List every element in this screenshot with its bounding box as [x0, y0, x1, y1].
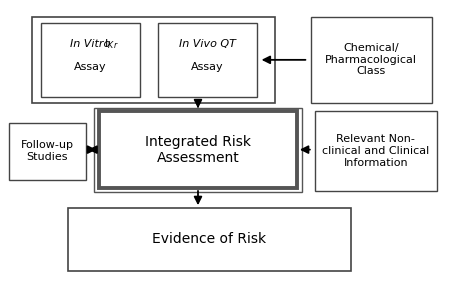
- Bar: [68, 208, 351, 271]
- Text: Follow-up
Studies: Follow-up Studies: [21, 140, 74, 162]
- Text: Chemical/
Pharmacological
Class: Chemical/ Pharmacological Class: [325, 43, 417, 76]
- Bar: [32, 17, 275, 103]
- Text: Evidence of Risk: Evidence of Risk: [152, 232, 266, 247]
- Text: Assay: Assay: [191, 62, 223, 72]
- Bar: [158, 23, 256, 97]
- Text: I$_{Kr}$: I$_{Kr}$: [101, 37, 119, 51]
- Bar: [315, 111, 436, 191]
- Text: In Vivo QT: In Vivo QT: [179, 39, 235, 49]
- Bar: [40, 23, 140, 97]
- Text: Assay: Assay: [74, 62, 106, 72]
- Bar: [310, 17, 432, 103]
- Bar: [9, 123, 86, 180]
- Bar: [99, 111, 297, 188]
- Text: Integrated Risk
Assessment: Integrated Risk Assessment: [145, 135, 251, 165]
- Text: In Vitro: In Vitro: [70, 39, 110, 49]
- Bar: [94, 108, 302, 192]
- Text: Relevant Non-
clinical and Clinical
Information: Relevant Non- clinical and Clinical Info…: [322, 135, 429, 168]
